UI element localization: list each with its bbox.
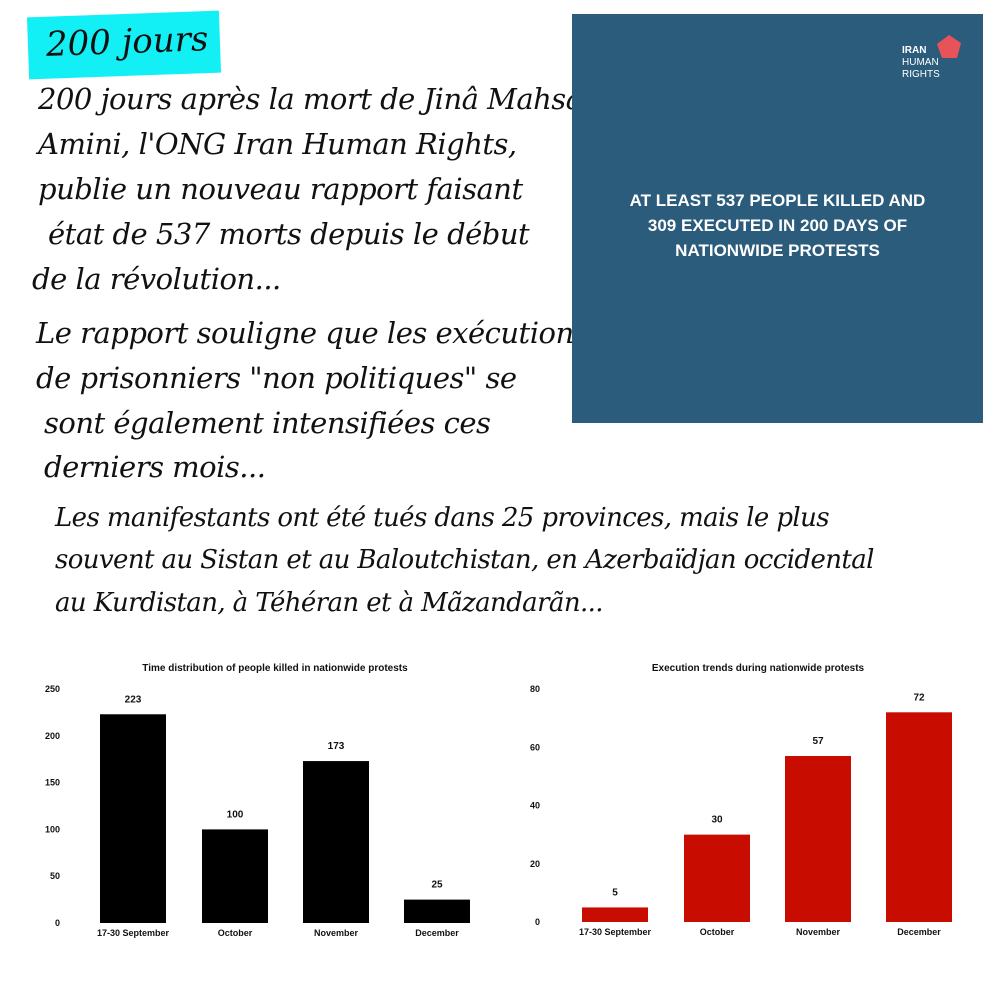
y-tick-label: 0 — [55, 918, 60, 928]
data-label: 100 — [227, 809, 244, 820]
y-tick-label: 0 — [535, 917, 540, 927]
text-line: au Kurdistan, à Téhéran et à Mãzandarãn.… — [55, 588, 604, 618]
text-line: état de 537 morts depuis le début — [48, 217, 530, 251]
y-tick-label: 250 — [45, 684, 60, 694]
bar — [100, 714, 166, 923]
bar — [785, 755, 851, 922]
text-line: derniers mois... — [44, 450, 266, 484]
x-tick-label: November — [314, 928, 359, 938]
x-tick-label: 17-30 September — [579, 927, 652, 937]
x-tick-label: December — [897, 927, 941, 937]
logo: IRAN HUMAN RIGHTS — [902, 45, 940, 81]
text-line: souvent au Sistan et au Baloutchistan, e… — [55, 545, 874, 575]
bar — [684, 834, 750, 922]
text-line: de prisonniers "non politiques" se — [36, 361, 517, 395]
card-title: AT LEAST 537 PEOPLE KILLED AND 309 EXECU… — [572, 188, 983, 263]
y-tick-label: 80 — [530, 684, 540, 694]
bar — [886, 712, 952, 922]
bar — [202, 829, 268, 923]
text-line: 200 jours après la mort de Jinâ Mahsa — [38, 82, 583, 116]
card-title-line: 309 EXECUTED IN 200 DAYS OF — [647, 216, 908, 235]
logo-line: RIGHTS — [902, 69, 940, 80]
data-label: 57 — [812, 736, 824, 747]
logo-line: IRAN — [902, 45, 927, 56]
text-line: publie un nouveau rapport faisant — [38, 172, 523, 206]
chart-title: Time distribution of people killed in na… — [142, 663, 408, 674]
text-line: de la révolution... — [32, 262, 281, 296]
card-title-line: AT LEAST 537 PEOPLE KILLED AND — [629, 191, 926, 210]
data-label: 173 — [328, 741, 345, 752]
logo-pentagon-icon — [937, 35, 961, 58]
y-tick-label: 20 — [530, 859, 540, 869]
data-label: 223 — [125, 694, 142, 705]
text-line: sont également intensifiées ces — [44, 406, 491, 440]
text-line: Le rapport souligne que les exécutions — [36, 316, 589, 350]
y-tick-label: 100 — [45, 824, 60, 834]
y-tick-label: 200 — [45, 731, 60, 741]
report-card — [572, 14, 983, 423]
data-label: 25 — [431, 880, 443, 891]
heading: 200 jours — [45, 19, 209, 65]
data-label: 72 — [913, 692, 925, 703]
executions-chart: Execution trends during nationwide prote… — [530, 663, 952, 937]
logo-line: HUMAN — [902, 57, 939, 68]
killed-chart: Time distribution of people killed in na… — [45, 663, 470, 938]
y-tick-label: 150 — [45, 778, 60, 788]
x-tick-label: October — [218, 928, 253, 938]
bar — [582, 907, 648, 922]
y-tick-label: 50 — [50, 871, 60, 881]
x-tick-label: 17-30 September — [97, 928, 170, 938]
bar — [303, 761, 369, 923]
y-tick-label: 40 — [530, 801, 540, 811]
x-tick-label: October — [700, 927, 735, 937]
y-tick-label: 60 — [530, 742, 540, 752]
data-label: 30 — [711, 815, 723, 826]
text-line: Les manifestants ont été tués dans 25 pr… — [55, 503, 830, 533]
data-label: 5 — [612, 887, 618, 898]
card-title-line: NATIONWIDE PROTESTS — [675, 241, 880, 260]
x-tick-label: December — [415, 928, 459, 938]
x-tick-label: November — [796, 927, 841, 937]
bar — [404, 899, 470, 923]
chart-title: Execution trends during nationwide prote… — [652, 663, 865, 674]
text-line: Amini, l'ONG Iran Human Rights, — [38, 127, 517, 161]
